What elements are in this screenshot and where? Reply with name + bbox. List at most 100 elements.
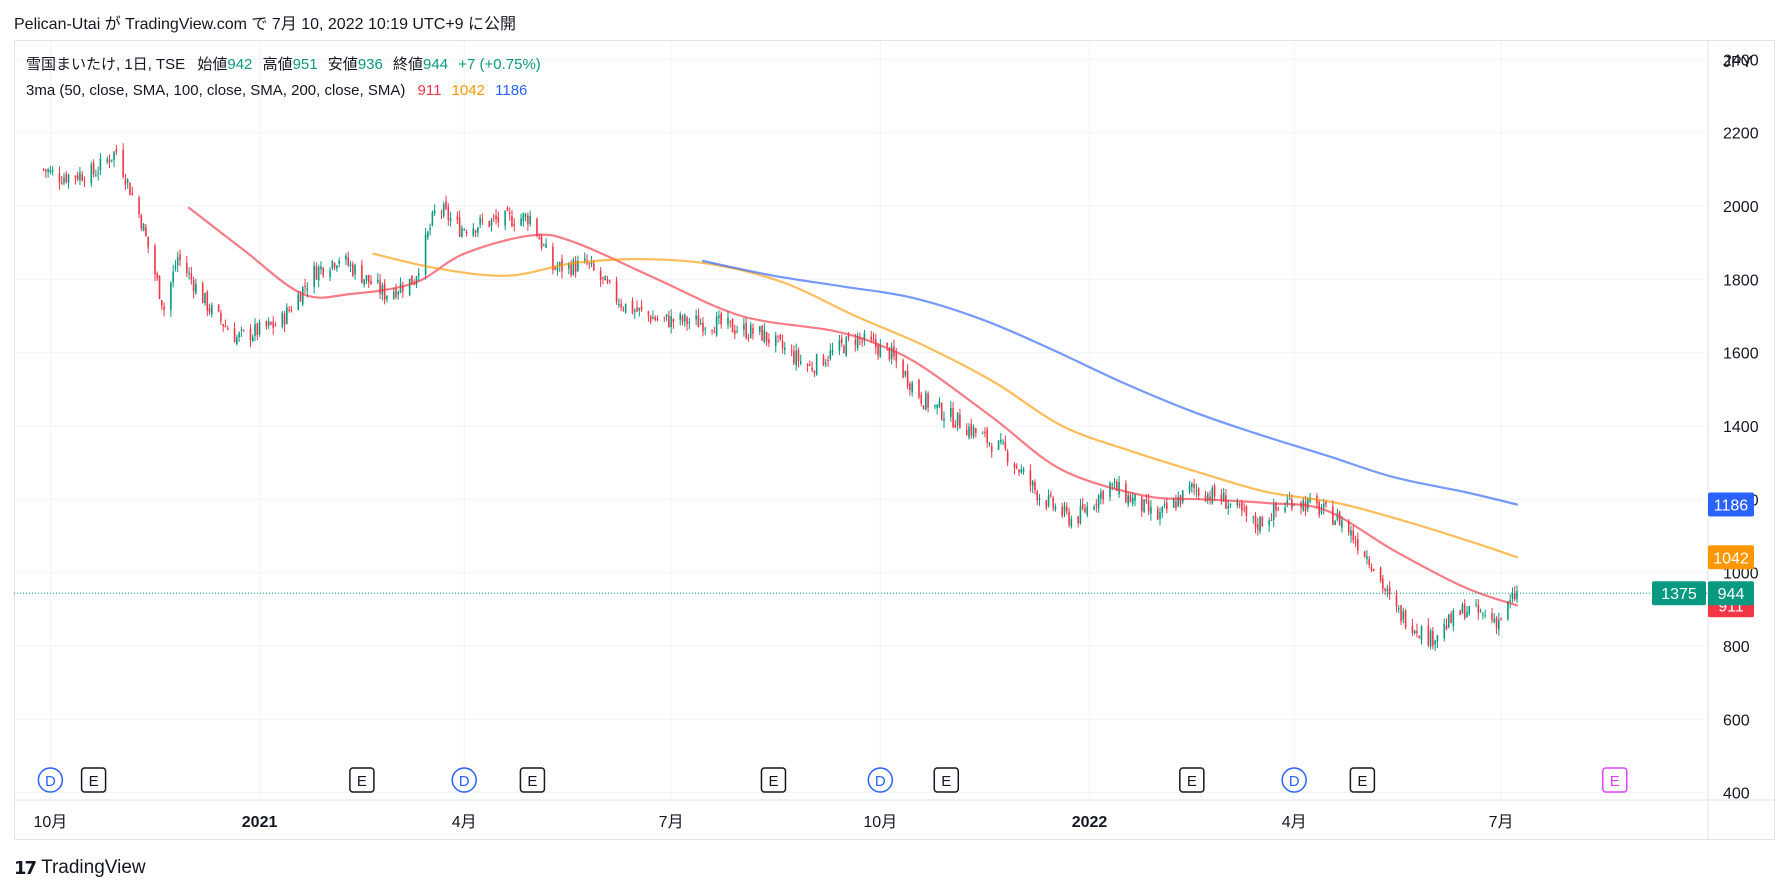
candle-body — [624, 303, 627, 313]
candle-body — [433, 210, 436, 214]
ma-indicator-label[interactable]: 3ma (50, close, SMA, 100, close, SMA, 20… — [26, 82, 406, 99]
candle-body — [1038, 498, 1041, 501]
candle-body — [1193, 484, 1195, 489]
candle-body — [208, 308, 211, 313]
candle-body — [790, 350, 793, 352]
candle-body — [918, 379, 920, 398]
x-tick-label: 7月 — [659, 814, 684, 831]
candle-body — [1447, 614, 1450, 627]
candle-body — [365, 275, 368, 281]
x-tick-label: 4月 — [1282, 814, 1307, 831]
candle-body — [777, 335, 779, 337]
candle-body — [713, 332, 716, 334]
candle-body — [1147, 500, 1150, 512]
candle-body — [1000, 439, 1002, 442]
candle-body — [556, 267, 559, 270]
chart-frame[interactable] — [14, 40, 1775, 840]
candle-body — [352, 264, 354, 276]
candle-body — [1325, 502, 1327, 505]
earnings-box — [933, 767, 960, 793]
candle-body — [765, 331, 768, 342]
candle-body — [747, 337, 750, 339]
candle-body — [1459, 610, 1461, 615]
candle-body — [479, 217, 481, 225]
candle-body — [959, 414, 961, 429]
candle-body — [67, 174, 70, 184]
candle-body — [538, 237, 541, 240]
candle-body — [670, 316, 672, 328]
candle-body — [1357, 538, 1359, 551]
dividend-marker[interactable]: D — [867, 767, 894, 793]
candle-body — [251, 336, 254, 342]
candle-body — [663, 317, 666, 319]
earnings-marker[interactable]: E — [933, 767, 960, 793]
candle-body — [911, 382, 913, 393]
candle-body — [965, 429, 968, 436]
earnings-marker[interactable]: E — [760, 767, 787, 793]
x-tick-label: 4月 — [452, 814, 477, 831]
candle-body — [683, 314, 686, 322]
candle-body — [727, 317, 729, 325]
candle-body — [1498, 619, 1500, 630]
candle-body — [1341, 520, 1343, 528]
earnings-marker[interactable]: E — [1602, 767, 1628, 793]
candle-body — [333, 263, 336, 268]
symbol-name[interactable]: 雪国まいたけ, 1日, TSE — [26, 56, 186, 73]
countdown-tag: 1375 — [1652, 581, 1706, 606]
ma50-legend-value: 911 — [417, 82, 442, 99]
candle-body — [42, 168, 45, 170]
candle-body — [170, 282, 172, 311]
candle-body — [906, 370, 909, 387]
candle-body — [1350, 530, 1352, 536]
earnings-marker[interactable]: E — [349, 767, 375, 793]
candle-body — [540, 236, 543, 248]
candle-body — [1022, 469, 1025, 472]
candle-body — [1418, 636, 1421, 638]
candle-body — [763, 330, 766, 343]
candle-body — [142, 224, 145, 232]
candle-body — [429, 227, 431, 230]
candle-body — [1191, 483, 1193, 488]
earnings-marker[interactable]: E — [1349, 767, 1376, 793]
dividend-letter: D — [1289, 773, 1300, 790]
candle-body — [488, 221, 491, 227]
candle-body — [106, 158, 109, 162]
candle-body — [1268, 520, 1270, 526]
earnings-letter: E — [941, 773, 951, 790]
candle-body — [1354, 541, 1357, 543]
candle-body — [395, 288, 397, 298]
candle-body — [734, 330, 736, 335]
candle-body — [272, 321, 275, 328]
candle-body — [704, 328, 707, 330]
candle-body — [524, 214, 527, 217]
candle-body — [1093, 506, 1095, 510]
candle-body — [1320, 510, 1323, 513]
candle-body — [306, 288, 309, 291]
candle-body — [97, 172, 99, 174]
candle-body — [1416, 630, 1418, 634]
dividend-marker[interactable]: D — [451, 767, 477, 793]
candle-body — [1029, 470, 1032, 485]
candle-body — [1286, 500, 1289, 505]
tradingview-footer[interactable]: 17 TradingView — [14, 857, 146, 879]
candle-body — [160, 300, 163, 306]
candle-body — [970, 423, 973, 436]
candle-body — [217, 304, 220, 312]
earnings-marker[interactable]: E — [519, 767, 546, 793]
candle-body — [415, 276, 418, 285]
candle-body — [363, 279, 365, 285]
candle-body — [322, 267, 325, 276]
candle-body — [427, 231, 429, 238]
candle-body — [822, 356, 825, 366]
candle-body — [1370, 567, 1373, 571]
candle-body — [997, 440, 1000, 450]
dividend-marker[interactable]: D — [1281, 767, 1307, 793]
candle-body — [490, 219, 493, 226]
candle-body — [1275, 502, 1277, 511]
earnings-marker[interactable]: E — [80, 767, 107, 793]
candle-body — [1004, 442, 1007, 449]
dividend-marker[interactable]: D — [37, 767, 64, 793]
earnings-marker[interactable]: E — [1179, 767, 1205, 793]
candle-body — [622, 308, 625, 310]
